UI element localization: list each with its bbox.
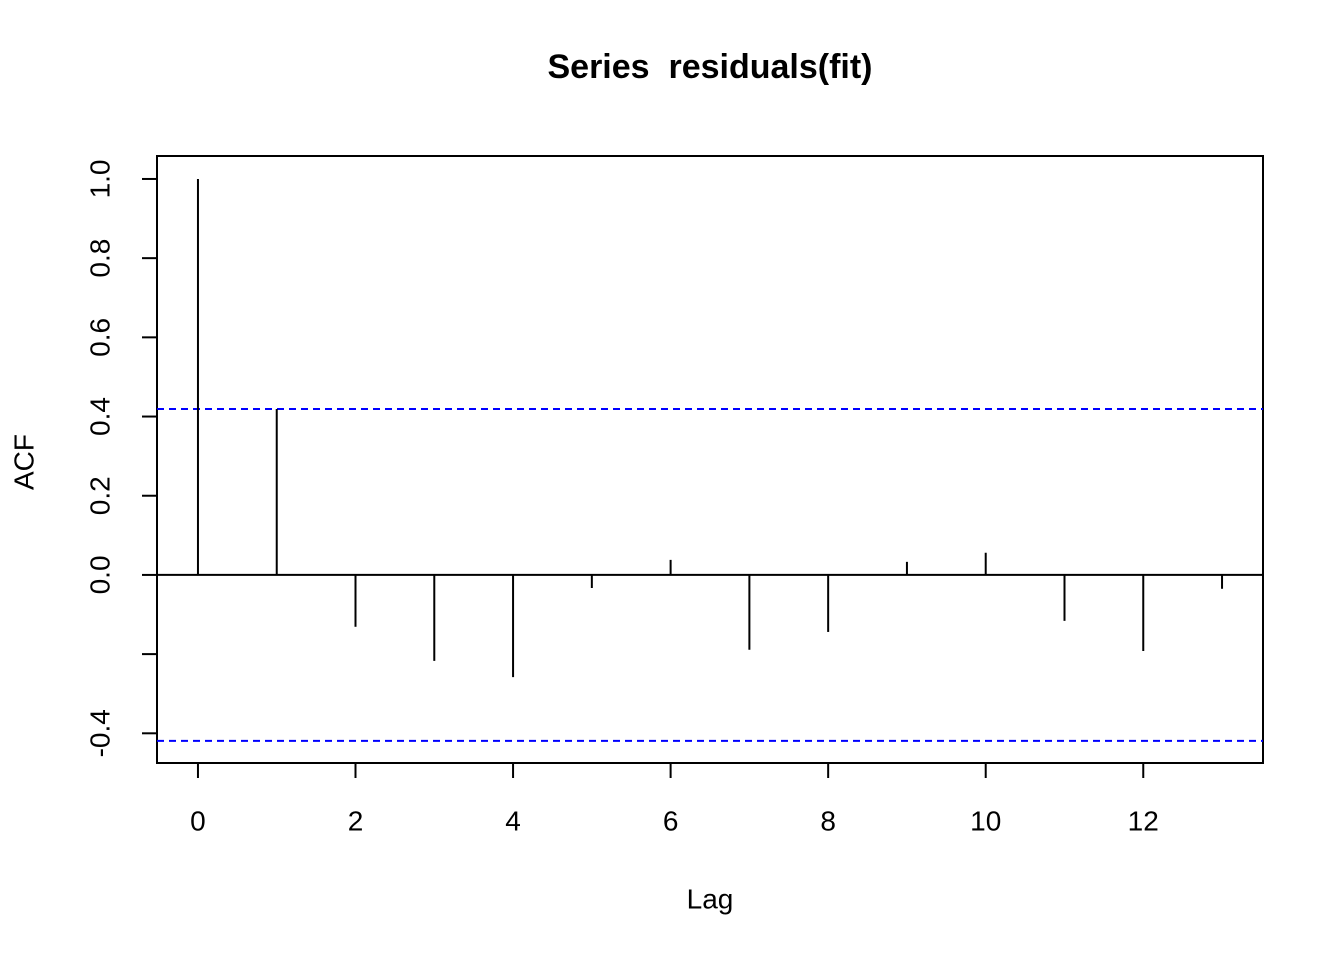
x-tick-label: 0 [190,805,206,836]
y-tick-label: 0.0 [84,555,115,594]
y-axis-label: ACF [8,434,39,490]
x-tick-label: 8 [820,805,836,836]
x-axis-label: Lag [687,883,734,914]
x-tick-label: 4 [505,805,521,836]
y-tick-label: 0.2 [84,476,115,515]
y-tick-label: 1.0 [84,159,115,198]
y-tick-label: 0.4 [84,397,115,436]
x-tick-label: 10 [970,805,1001,836]
x-tick-label: 6 [663,805,679,836]
chart-title: Series residuals(fit) [547,48,872,86]
x-tick-label: 12 [1128,805,1159,836]
y-tick-label: 0.6 [84,318,115,357]
y-tick-label: 0.8 [84,239,115,278]
x-tick-label: 2 [348,805,364,836]
plot-frame [156,155,1264,764]
y-tick-label: -0.4 [84,709,115,757]
